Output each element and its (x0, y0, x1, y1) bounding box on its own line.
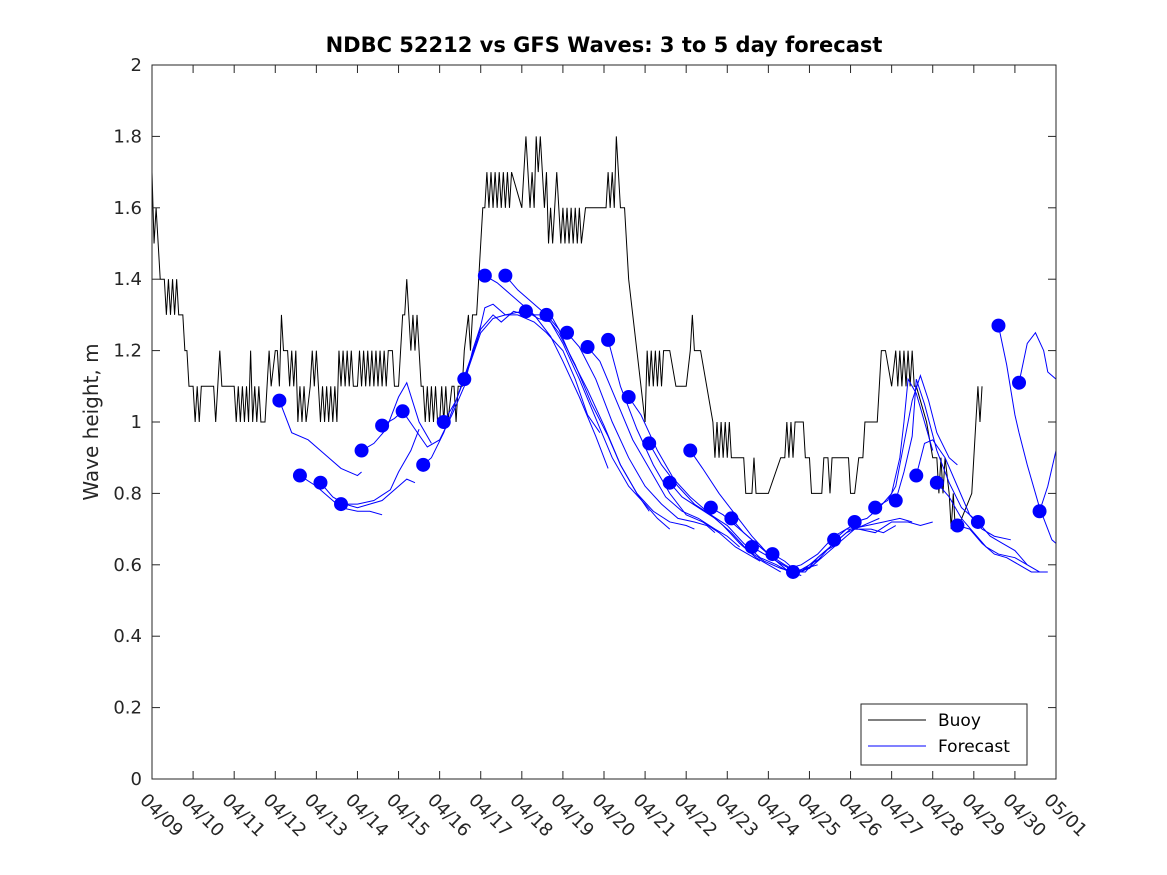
forecast-marker-28 (868, 500, 883, 515)
forecast-marker-0 (272, 393, 287, 408)
forecast-marker-27 (847, 514, 862, 529)
forecast-marker-21 (703, 500, 718, 515)
y-tick-label: 0 (131, 769, 142, 790)
plot-area (152, 65, 1056, 779)
forecast-marker-7 (416, 457, 431, 472)
y-tick-label: 0.2 (113, 698, 142, 719)
y-tick-label: 0.8 (113, 483, 142, 504)
forecast-run-line-13 (566, 332, 716, 534)
forecast-marker-4 (354, 443, 369, 458)
buoy-series-line (151, 136, 983, 530)
forecast-run-line-4 (361, 381, 432, 451)
y-tick-label: 0.4 (113, 626, 142, 647)
forecast-marker-6 (395, 404, 410, 419)
forecast-marker-10 (477, 268, 492, 283)
forecast-marker-26 (827, 532, 842, 547)
forecast-run-line-9 (484, 275, 609, 469)
forecast-marker-35 (1012, 375, 1027, 390)
forecast-run-line-15 (607, 339, 761, 562)
forecast-run-line-14 (587, 346, 740, 548)
forecast-run-line-33 (997, 325, 1057, 544)
forecast-run-line-29 (915, 439, 1011, 541)
forecast-marker-36 (1032, 504, 1047, 519)
forecast-run-line-0 (278, 400, 362, 477)
legend-buoy-label: Buoy (938, 711, 981, 731)
forecast-marker-14 (560, 325, 575, 340)
y-tick-label: 1 (131, 412, 142, 433)
forecast-run-line-27 (874, 373, 958, 509)
forecast-run-line-25 (833, 521, 933, 541)
forecast-marker-1 (292, 468, 307, 483)
forecast-marker-33 (970, 514, 985, 529)
forecast-marker-30 (909, 468, 924, 483)
forecast-marker-12 (518, 304, 533, 319)
forecast-run-line-31 (957, 525, 1044, 573)
forecast-marker-3 (334, 497, 349, 512)
y-tick-label: 1.4 (113, 269, 142, 290)
forecast-marker-24 (765, 547, 780, 562)
legend-forecast-label: Forecast (938, 737, 1010, 757)
forecast-run-line-28 (895, 379, 975, 519)
forecast-run-line-3 (341, 428, 420, 505)
y-tick-label: 2 (131, 55, 142, 76)
forecast-run-line-8 (463, 303, 601, 433)
y-tick-label: 0.6 (113, 555, 142, 576)
legend-box (860, 703, 1028, 766)
forecast-marker-5 (375, 418, 390, 433)
chart-title: NDBC 52212 vs GFS Waves: 3 to 5 day fore… (326, 33, 883, 57)
forecast-marker-19 (662, 475, 677, 490)
forecast-marker-9 (457, 372, 472, 387)
forecast-run-line-12 (546, 314, 695, 530)
forecast-marker-16 (601, 332, 616, 347)
y-tick-label: 1.6 (113, 198, 142, 219)
forecast-marker-31 (929, 475, 944, 490)
y-tick-label: 1.8 (113, 126, 142, 147)
forecast-marker-8 (436, 415, 451, 429)
forecast-marker-17 (621, 390, 636, 405)
forecast-marker-15 (580, 340, 595, 355)
forecast-marker-11 (498, 268, 513, 283)
forecast-marker-29 (888, 493, 903, 508)
forecast-marker-13 (539, 307, 554, 322)
forecast-marker-22 (724, 511, 739, 526)
forecast-run-line-32 (977, 521, 1048, 573)
forecast-run-line-30 (936, 482, 1028, 566)
forecast-marker-20 (683, 443, 698, 458)
forecast-marker-34 (991, 318, 1006, 333)
forecast-marker-25 (786, 564, 801, 579)
forecast-marker-23 (744, 539, 759, 554)
forecast-marker-18 (642, 436, 657, 451)
chart-marks (151, 136, 1057, 579)
legend: Buoy Forecast (860, 703, 1028, 766)
y-tick-label: 1.2 (113, 341, 142, 362)
forecast-run-line-19 (689, 450, 823, 573)
y-axis-label: Wave height, m (79, 343, 103, 500)
forecast-marker-32 (950, 518, 965, 533)
forecast-marker-2 (313, 475, 328, 490)
